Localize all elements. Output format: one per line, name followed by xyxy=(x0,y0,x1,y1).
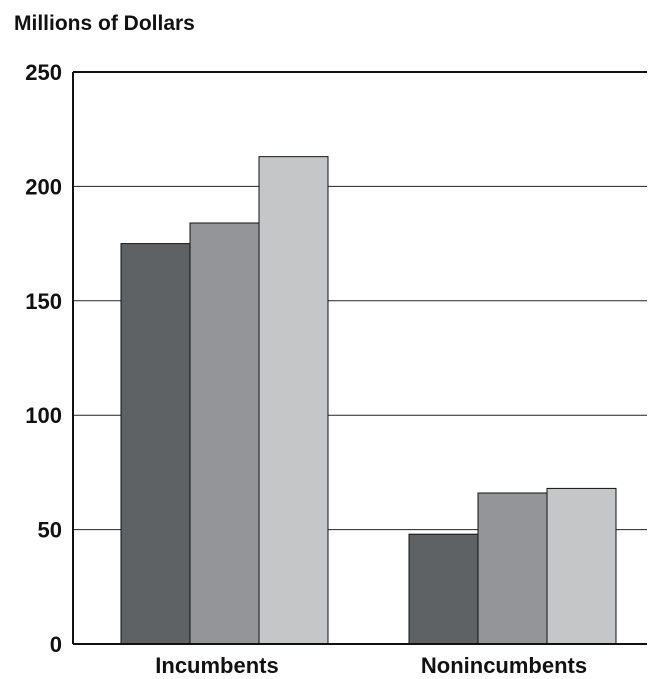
x-category-label-nonincumbents: Nonincumbents xyxy=(421,653,587,678)
axes xyxy=(72,72,647,645)
x-category-label-incumbents: Incumbents xyxy=(155,653,278,678)
bars xyxy=(120,156,617,645)
y-tick-label-200: 200 xyxy=(25,174,62,199)
bar-nonincumbents-series-1 xyxy=(408,533,479,645)
bar-nonincumbents-series-3 xyxy=(546,487,617,645)
category-labels: Incumbents Nonincumbents xyxy=(155,653,587,678)
y-tick-labels: 0 50 100 150 200 250 xyxy=(25,60,62,657)
bar-incumbents-series-2 xyxy=(189,222,260,645)
bar-incumbents-series-1 xyxy=(120,243,191,645)
bar-nonincumbents-series-2 xyxy=(477,492,548,645)
bar-incumbents-series-3 xyxy=(258,156,329,645)
y-tick-label-250: 250 xyxy=(25,60,62,85)
y-tick-label-150: 150 xyxy=(25,289,62,314)
y-tick-label-50: 50 xyxy=(38,518,62,543)
y-tick-label-100: 100 xyxy=(25,403,62,428)
y-tick-label-0: 0 xyxy=(50,632,62,657)
chart-title: Millions of Dollars xyxy=(14,12,195,35)
